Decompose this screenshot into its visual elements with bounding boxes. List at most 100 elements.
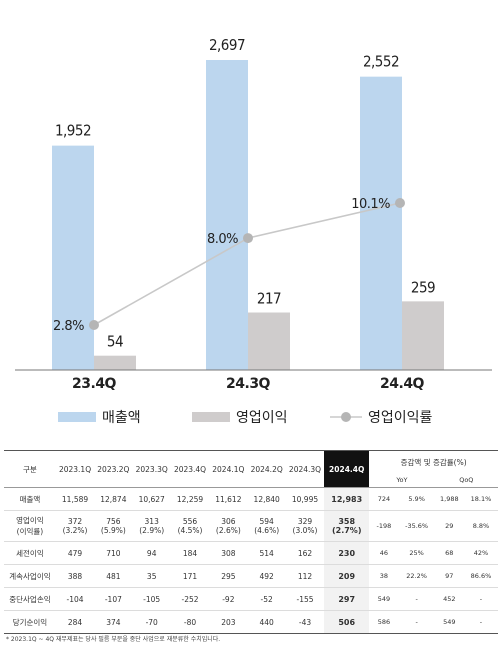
table-cell-text: 12,840 — [253, 494, 280, 504]
legend-swatch-revenue — [58, 412, 96, 422]
row-label-text: 영업이익 — [16, 516, 44, 525]
table-cell-text: 514 — [259, 548, 274, 558]
yoy-amount-cell: 549 — [369, 587, 399, 611]
table-cell: 11,612 — [209, 487, 248, 511]
row-label: 당기순이익 — [4, 610, 56, 634]
table-cell-text: 171 — [182, 571, 198, 581]
yoy-rate-cell-text: 25% — [409, 549, 424, 557]
yoy-rate-cell-text: 22.2% — [406, 572, 427, 580]
current-period-cell: 12,983 — [324, 487, 370, 511]
table-cell: 372 (3.2%) — [55, 510, 95, 542]
bar-operating-profit — [94, 355, 136, 370]
row-label-text: 세전이익 — [16, 548, 44, 558]
qoq-amount-cell-text: 1,988 — [440, 495, 459, 503]
table-cell: 94 — [132, 541, 171, 565]
table-cell: 308 — [209, 541, 248, 565]
current-period-cell-text: 358 — [338, 517, 356, 526]
qoq-rate-cell-text: - — [479, 618, 483, 626]
row-label: 영업이익 (이익률) — [4, 510, 56, 542]
table-cell: 35 — [132, 564, 171, 588]
qoq-amount-cell-text: 68 — [445, 549, 454, 557]
table-cell: 171 — [170, 564, 210, 588]
bar-operating-profit-label: 54 — [107, 333, 123, 351]
table-cell: 184 — [170, 541, 210, 565]
yoy-amount-cell: 38 — [369, 564, 399, 588]
qoq-amount-cell: 29 — [434, 510, 464, 542]
table-cell: 374 — [94, 610, 133, 634]
table-cell-text: 35 — [146, 571, 157, 581]
header-period: 2024.2Q — [247, 450, 286, 488]
bar-operating-profit — [402, 301, 444, 370]
bar-revenue — [52, 145, 94, 370]
table-cell-text: 556 — [182, 517, 198, 526]
table-cell: 11,589 — [55, 487, 95, 511]
table-cell-subtext: (4.5%) — [177, 526, 203, 535]
table-cell-subtext: (2.6%) — [215, 526, 241, 535]
current-period-cell-text: 506 — [338, 617, 356, 627]
qoq-amount-cell: 452 — [434, 587, 464, 611]
header-period: 2023.1Q — [55, 450, 95, 488]
table-cell-text: 295 — [221, 571, 236, 581]
table-cell: -70 — [132, 610, 171, 634]
current-period-cell-text: 209 — [338, 571, 356, 581]
table-cell: 756 (5.9%) — [94, 510, 133, 542]
current-period-cell: 358 (2.7%) — [324, 510, 370, 542]
category-label: 24.3Q — [226, 376, 271, 392]
table-cell: 479 — [55, 541, 95, 565]
yoy-rate-cell: -35.6% — [398, 510, 435, 542]
row-label: 세전이익 — [4, 541, 56, 565]
qoq-amount-cell-text: 29 — [445, 522, 454, 530]
yoy-rate-cell: - — [398, 610, 435, 634]
qoq-rate-cell: 42% — [463, 541, 498, 565]
table-cell: -105 — [132, 587, 171, 611]
yoy-rate-cell: - — [398, 587, 435, 611]
qoq-rate-cell: 18.1% — [463, 487, 498, 511]
legend-label-operating-profit: 영업이익 — [236, 410, 288, 426]
qoq-rate-cell-text: 18.1% — [470, 495, 492, 503]
yoy-rate-cell: 25% — [398, 541, 435, 565]
qoq-amount-cell: 68 — [434, 541, 464, 565]
yoy-rate-cell-text: - — [415, 618, 418, 626]
table-cell: 203 — [209, 610, 248, 634]
table-cell-text: 10,995 — [291, 494, 319, 504]
table-cell-text: 94 — [146, 548, 157, 558]
row-label-text: 매출액 — [19, 494, 41, 504]
table-cell-text: 388 — [67, 571, 83, 581]
table-cell-text: -104 — [66, 594, 84, 604]
table-cell-text: 594 — [259, 517, 274, 526]
table-cell-text: 10,627 — [138, 494, 165, 504]
table-cell-subtext: (2.9%) — [139, 526, 165, 535]
yoy-amount-cell-text: 586 — [377, 618, 391, 626]
table-cell-text: 710 — [106, 548, 121, 558]
legend-label-margin: 영업이익률 — [368, 410, 433, 426]
chart-svg: 1,952 2,697 2,552 54 217 259 2.8% 8.0% 10.1% 23.4… — [15, 36, 492, 426]
table-cell: 481 — [94, 564, 133, 588]
table-cell: 594 (4.6%) — [247, 510, 286, 542]
bar-operating-profit-label: 259 — [411, 278, 435, 296]
qoq-rate-cell-text: - — [479, 595, 483, 603]
qoq-rate-cell: - — [463, 587, 498, 611]
table-row: 매출액 11,589 12,874 10,627 12,259 11,612 12,840 1… — [4, 487, 498, 511]
table-cell: 12,840 — [247, 487, 286, 511]
table-cell: 329 (3.0%) — [285, 510, 325, 542]
line-point-label: 8.0% — [207, 232, 238, 247]
current-period-cell-text: 12,983 — [331, 494, 363, 504]
header-period: 2023.2Q — [94, 450, 133, 488]
table-cell-text: -92 — [222, 594, 235, 604]
table-cell: 492 — [247, 564, 286, 588]
combo-chart: 1,952 2,697 2,552 54 217 259 2.8% 8.0% 10.1% 23.4… — [15, 36, 492, 426]
bar-revenue-label: 2,697 — [209, 36, 245, 54]
yoy-rate-cell: 5.9% — [398, 487, 435, 511]
yoy-rate-cell: 22.2% — [398, 564, 435, 588]
bar-operating-profit — [248, 312, 290, 370]
line-point — [89, 320, 99, 330]
table-cell: 440 — [247, 610, 286, 634]
table-cell: 10,627 — [132, 487, 171, 511]
header-change: 증감액 및 증감률(%) — [369, 450, 498, 473]
table-row: 중단사업손익 -104 -107 -105 -252 -92 -52 -155 297 549 - 4… — [4, 587, 498, 611]
table-cell-text: 308 — [221, 548, 236, 558]
table-cell-text: 306 — [221, 517, 236, 526]
line-point-label: 10.1% — [351, 197, 390, 212]
table-cell: -252 — [170, 587, 210, 611]
yoy-rate-cell-text: - — [415, 595, 418, 603]
